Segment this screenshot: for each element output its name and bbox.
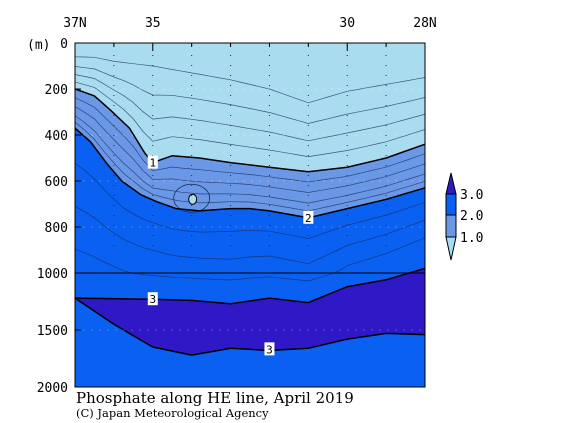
contour-line-2-1: [75, 127, 425, 219]
chart-credit: (C) Japan Meteorological Agency: [76, 406, 269, 420]
legend-swatch-above-3: [445, 172, 457, 195]
plot-area: [75, 43, 425, 387]
major-contours: [75, 88, 425, 356]
legend-level-2.0: 2.0: [460, 209, 483, 224]
legend-level-3.0: 3.0: [460, 188, 483, 203]
latitude-axis: 37N 35 30 28N: [63, 16, 437, 51]
contour-label-bg-3: [264, 342, 275, 356]
contour-label-bg-2: [147, 292, 158, 306]
legend-level-1.0: 1.0: [460, 231, 483, 246]
intermediate-contour-0-0: [75, 56, 425, 104]
intermediate-contour-0-1: [75, 66, 425, 124]
intermediate-contour-1-1: [75, 106, 425, 193]
isolated-contour-ring: [173, 183, 211, 213]
contour-label-2-1: 2: [305, 212, 312, 225]
x-tick-label-30: 30: [339, 16, 355, 31]
y-tick-label-400: 400: [45, 129, 68, 144]
contour-line-3-2: [75, 267, 425, 305]
contour-labels: 1 2 3 3: [147, 155, 314, 356]
intermediate-contour-2-1: [75, 205, 425, 265]
y-tick-label-1000: 1000: [37, 267, 68, 282]
x-tick-label-37: 37N: [63, 16, 86, 31]
intermediate-contour-1-0: [75, 97, 425, 183]
contour-label-bg-1: [303, 210, 314, 224]
y-tick-label-800: 800: [45, 221, 68, 236]
legend-swatch-1-to-2: [445, 214, 457, 238]
y-tick-label-200: 200: [45, 83, 68, 98]
intermediate-contour-2-0: [75, 163, 425, 239]
contour-line-3-3: [75, 297, 425, 356]
contour-label-3-3: 3: [266, 343, 273, 356]
contour-line-1-0: [75, 88, 425, 173]
depth-axis: 0 200 400 600 800 1000 1500 2000: [37, 37, 81, 396]
legend-swatch-below-1: [445, 236, 457, 261]
x-tick-label-35: 35: [145, 16, 161, 31]
chart-title: Phosphate along HE line, April 2019: [76, 389, 354, 407]
contour-label-1-0: 1: [149, 157, 156, 170]
intermediate-contour-1-3: [75, 121, 425, 212]
isolated-contour-core: [188, 193, 198, 205]
intermediate-contour-0-3: [75, 81, 425, 157]
legend-swatch-2-to-3: [445, 193, 457, 216]
depth-unit-label: (m): [27, 38, 50, 53]
y-tick-label-2000: 2000: [37, 381, 68, 396]
band-above-3: [75, 268, 425, 356]
x-tick-label-28: 28N: [413, 16, 436, 31]
contour-label-3-2: 3: [149, 293, 156, 306]
y-tick-label-600: 600: [45, 175, 68, 190]
y-tick-label-1500: 1500: [37, 324, 68, 339]
intermediate-contour-0-2: [75, 74, 425, 142]
color-legend: 1.0 2.0 3.0: [445, 172, 483, 261]
y-tick-label-0: 0: [60, 37, 68, 52]
plot-frame: [74, 42, 426, 388]
contour-label-bg-0: [147, 155, 158, 169]
intermediate-contour-1-2: [75, 115, 425, 204]
